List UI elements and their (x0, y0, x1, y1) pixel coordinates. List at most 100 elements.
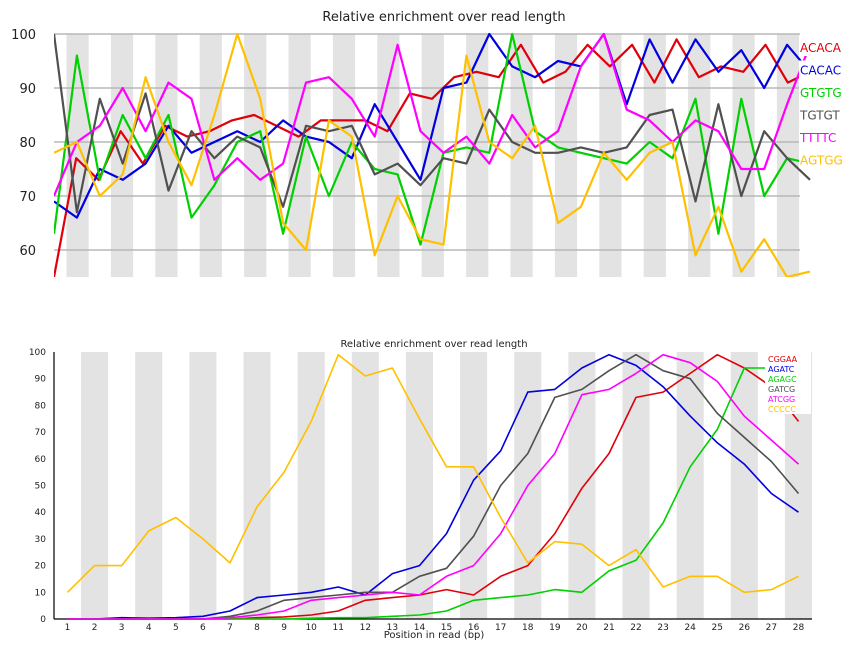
top-legend-entry: GTGTG (800, 86, 842, 100)
bottom-chart-x-tick-label: 19 (549, 623, 561, 633)
bottom-legend-entry: GATCG (768, 385, 795, 394)
top-legend-bg (799, 105, 843, 124)
top-legend-bg (799, 60, 843, 79)
bottom-chart-y-tick-label: 90 (35, 375, 47, 385)
top-chart-title: Relative enrichment over read length (322, 10, 565, 25)
bottom-chart-x-axis-label: Position in read (bp) (384, 630, 485, 641)
bottom-chart-x-tick-label: 1 (65, 623, 71, 633)
bottom-chart-y-tick-label: 30 (35, 535, 47, 545)
bottom-chart-title: Relative enrichment over read length (340, 339, 527, 350)
top-chart-band (688, 34, 711, 277)
top-legend-bg (799, 83, 843, 101)
top-chart-y-tick-label: 60 (19, 244, 36, 259)
bottom-chart-x-tick-label: 10 (305, 623, 317, 633)
bottom-chart-x-tick-label: 7 (227, 623, 233, 633)
bottom-chart-x-tick-label: 28 (793, 623, 805, 633)
bottom-chart-y-tick-label: 70 (35, 428, 47, 438)
bottom-chart-lines (66, 353, 800, 620)
bottom-chart-x-tick-label: 14 (414, 623, 426, 633)
bottom-chart-x-tick-label: 4 (146, 623, 152, 633)
bottom-chart-y-tick-label: 100 (29, 348, 46, 358)
top-legend-entry: TGTGT (799, 109, 840, 123)
bottom-legend-entry: AGATC (768, 365, 795, 374)
bottom-chart-x-tick-label: 6 (200, 623, 206, 633)
top-chart: 60 70 80 90 100 ACACA CACAC GTGTG TGTGT TTTTC AGT… (11, 10, 843, 277)
bottom-chart-y-tick-label: 60 (35, 455, 47, 465)
top-chart-y-tick-label: 90 (19, 82, 36, 97)
bottom-legend-entry: CCCCC (768, 405, 796, 414)
top-chart-band (244, 34, 267, 277)
bottom-chart-y-tick-label: 40 (35, 508, 47, 518)
bottom-chart-y-tick-label: 20 (35, 562, 47, 572)
top-legend-entry: TTTTC (799, 131, 836, 145)
bottom-legend-entry: AGAGC (768, 375, 797, 384)
top-chart-band (599, 34, 622, 277)
bottom-chart-x-tick-label: 5 (173, 623, 179, 633)
bottom-chart-series-line-AGATC (67, 353, 799, 620)
bottom-chart-x-tick-label: 20 (576, 623, 588, 633)
top-legend-bg (799, 38, 843, 56)
bottom-chart-y-tick-label: 80 (35, 401, 47, 411)
bottom-chart-y-tick-label: 10 (35, 588, 47, 598)
top-chart-band (332, 34, 356, 277)
top-chart-y-ticks: 60 70 80 90 100 (11, 28, 36, 259)
bottom-chart-band (189, 352, 217, 619)
top-chart-series-line-TGTGT (54, 33, 811, 214)
bottom-chart-y-ticks: 0 10 20 30 40 50 60 70 80 90 100 (29, 348, 46, 625)
top-chart-series-line-AGTGG (54, 32, 811, 277)
bottom-chart-band (405, 352, 433, 619)
bottom-chart-x-tick-label: 18 (522, 623, 534, 633)
top-legend-bg (799, 150, 843, 169)
top-chart-series-line-TTTTC (54, 32, 812, 197)
bottom-chart-series-line-CCCCC (66, 353, 799, 594)
top-chart-series-line-GTGTG (54, 32, 811, 246)
top-chart-lines (54, 32, 812, 277)
top-chart-band (776, 34, 800, 277)
bottom-chart-x-tick-label: 26 (739, 623, 751, 633)
bottom-chart-band (622, 352, 650, 619)
top-chart-band (155, 34, 178, 277)
top-chart-series-line-ACACA (54, 38, 811, 277)
bottom-chart-x-tick-label: 15 (441, 623, 452, 633)
top-chart-series-line-CACAC (54, 32, 811, 219)
top-chart-band (288, 34, 311, 277)
bottom-chart-x-tick-label: 24 (684, 623, 696, 633)
bottom-chart-y-tick-label: 50 (35, 482, 47, 492)
top-chart-legend: ACACA CACAC GTGTG TGTGT TTTTC AGTGG (799, 38, 843, 169)
bottom-chart-x-tick-label: 16 (468, 623, 480, 633)
bottom-chart-x-tick-label: 25 (712, 623, 723, 633)
bottom-chart-x-tick-label: 17 (495, 623, 506, 633)
bottom-chart-x-tick-label: 2 (92, 623, 98, 633)
bottom-chart-x-ticks: 1 2 3 4 5 6 7 8 9 10 11 12 13 14 15 16 17 18 19 20 21 22 23 24 2… (65, 623, 805, 633)
bottom-chart-band (460, 352, 488, 619)
bottom-chart-x-tick-label: 13 (387, 623, 398, 633)
bottom-chart-x-tick-label: 27 (766, 623, 777, 633)
top-chart-band (643, 34, 666, 277)
top-chart-y-tick-label: 70 (19, 190, 36, 205)
bottom-chart-bands (81, 352, 812, 619)
bottom-chart-x-tick-label: 22 (630, 623, 641, 633)
bottom-chart-x-tick-label: 12 (360, 623, 371, 633)
top-chart-y-tick-label: 80 (19, 136, 36, 151)
bottom-chart-y-tick-label: 0 (40, 615, 46, 625)
bottom-chart-band (297, 352, 325, 619)
bottom-legend-bg (765, 352, 811, 414)
top-chart-gridlines (54, 33, 800, 251)
top-chart-band (377, 34, 400, 277)
bottom-chart-series-line-ATCGG (67, 353, 800, 620)
bottom-chart-x-tick-label: 21 (603, 623, 614, 633)
top-legend-bg (799, 128, 843, 146)
top-legend-entry: AGTGG (800, 154, 843, 168)
top-chart-y-tick-label: 100 (11, 28, 36, 43)
bottom-chart-band (243, 352, 271, 619)
bottom-legend-entry: CGGAA (768, 355, 798, 364)
top-legend-entry: ACACA (800, 41, 842, 55)
bottom-chart-band (135, 352, 163, 619)
bottom-chart-x-tick-label: 3 (119, 623, 125, 633)
bottom-legend-entry: ATCGG (768, 395, 795, 404)
bottom-chart-band (81, 352, 109, 619)
bottom-chart-band (730, 352, 758, 619)
bottom-chart-x-tick-label: 23 (657, 623, 668, 633)
